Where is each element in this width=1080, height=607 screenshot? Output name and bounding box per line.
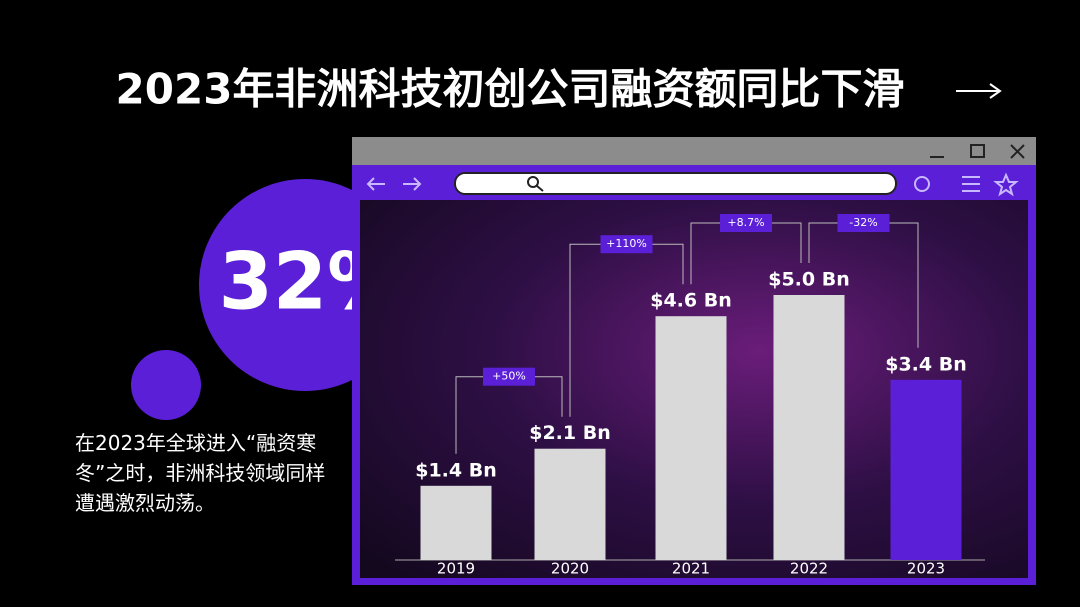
value-label: $3.4 Bn — [885, 353, 967, 375]
value-label: $5.0 Bn — [768, 269, 850, 291]
arrow-icon — [956, 83, 1002, 99]
body-text: 在2023年全球进入“融资寒冬”之时，非洲科技领域同样遭遇激烈动荡。 — [75, 431, 326, 515]
change-label: -32% — [849, 216, 877, 229]
bar — [655, 316, 727, 560]
change-label: +110% — [606, 237, 647, 250]
value-label: $4.6 Bn — [650, 290, 732, 312]
change-box — [720, 214, 772, 232]
small-blob — [131, 350, 201, 420]
x-tick-label: 2022 — [790, 560, 828, 578]
change-label: +50% — [492, 370, 526, 383]
change-box — [600, 235, 653, 254]
change-label: +8.7% — [727, 216, 764, 229]
bar — [420, 485, 492, 560]
x-tick-label: 2020 — [551, 560, 589, 578]
slide-title: 2023年非洲科技初创公司融资额同比下滑 — [116, 65, 905, 114]
value-label: $2.1 Bn — [529, 422, 611, 444]
bar — [534, 448, 606, 560]
change-box — [483, 367, 535, 386]
change-box — [837, 214, 890, 232]
x-tick-label: 2023 — [907, 560, 945, 578]
x-tick-label: 2019 — [437, 560, 475, 578]
chart: $1.4 Bn 2019 $2.1 Bn 2020 $4.6 Bn 2021 $5.0 Bn… — [415, 214, 967, 578]
bar — [773, 295, 845, 560]
value-label: $1.4 Bn — [415, 459, 497, 481]
bar — [890, 379, 962, 560]
x-tick-label: 2021 — [672, 560, 710, 578]
